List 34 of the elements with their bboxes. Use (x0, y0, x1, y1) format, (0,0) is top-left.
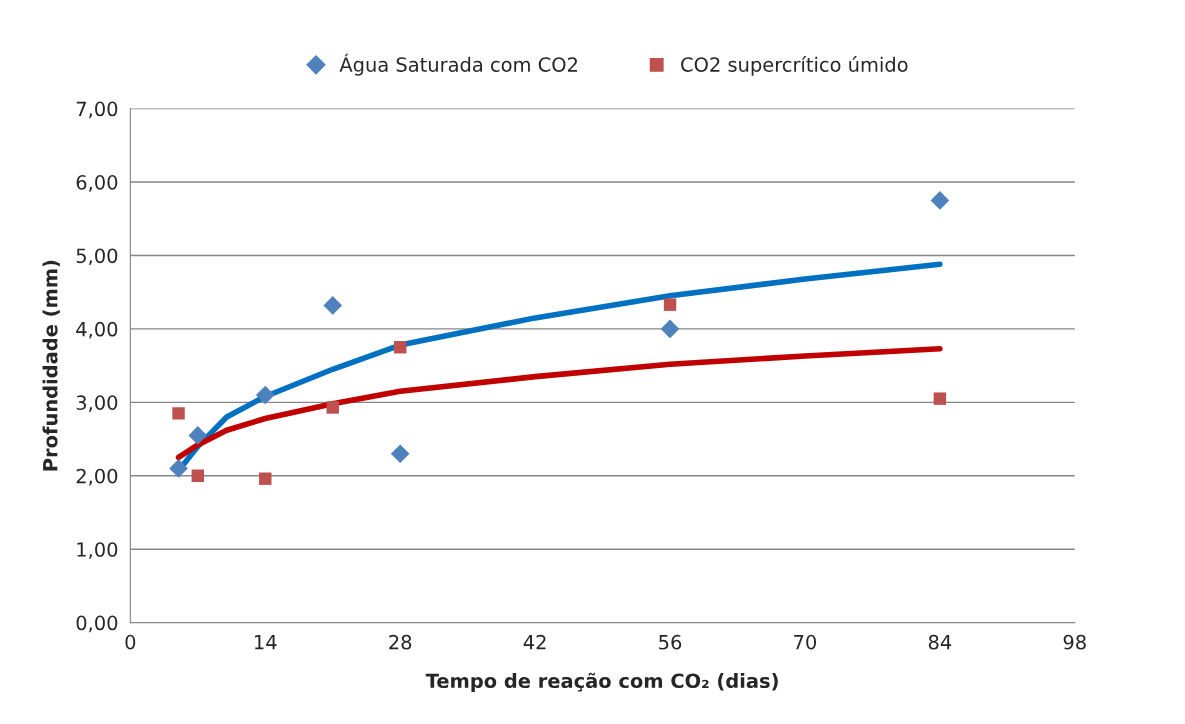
x-axis-title: Tempo de reação com CO₂ (dias) (425, 672, 778, 692)
legend-label: Água Saturada com CO2 (339, 53, 577, 76)
point (191, 469, 205, 482)
x-tick-label: 56 (659, 634, 682, 650)
legend-label: CO2 supercrítico úmido (681, 56, 908, 76)
point (663, 298, 677, 311)
y-tick-label: 5,00 (76, 248, 118, 266)
x-tick-label: 28 (389, 634, 412, 650)
point (393, 341, 407, 354)
y-tick-label: 1,00 (77, 542, 118, 559)
x-tick-label: 70 (794, 634, 817, 650)
y-tick-label: 3,00 (76, 395, 118, 412)
point (930, 191, 950, 210)
point (323, 296, 343, 315)
y-tick-label: 0,00 (76, 615, 118, 633)
point (660, 319, 680, 339)
point (172, 407, 185, 420)
y-tick-label: 7,00 (76, 101, 118, 119)
x-tick-label: 84 (928, 634, 952, 650)
y-axis-title: Profundidade (mm) (42, 260, 60, 471)
x-tick-label: 14 (255, 635, 277, 650)
point (326, 401, 339, 414)
point (933, 392, 947, 405)
y-tick-label: 4,00 (76, 321, 118, 339)
point (188, 426, 208, 445)
point (259, 472, 272, 485)
x-tick-label: 42 (523, 634, 546, 650)
point (255, 385, 275, 405)
y-tick-label: 6,00 (76, 174, 118, 192)
x-tick-label: 0 (125, 634, 136, 650)
point (390, 444, 410, 464)
point (169, 459, 188, 478)
x-tick-label: 98 (1063, 634, 1086, 650)
y-tick-label: 2,00 (76, 468, 118, 486)
